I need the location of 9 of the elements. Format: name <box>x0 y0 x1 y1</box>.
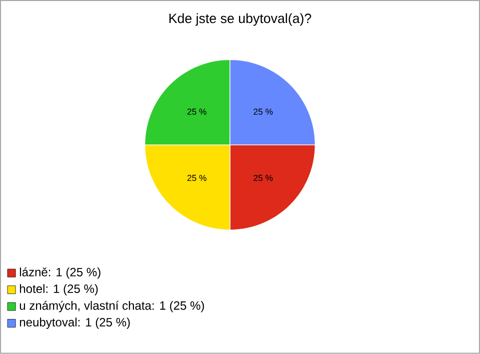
chart-title: Kde jste se ubytoval(a)? <box>169 13 312 26</box>
legend-label: hotel: 1 (25 %) <box>20 284 98 296</box>
data-label: 25 % <box>187 108 206 115</box>
data-label: 25 % <box>187 174 206 182</box>
legend-label: u známých, vlastní chata: 1 (25 %) <box>20 300 204 312</box>
data-label: 25 % <box>254 108 273 115</box>
legend-label: neubytoval: 1 (25 %) <box>20 318 130 329</box>
data-label: 25 % <box>254 174 273 182</box>
legend-label: lázně: 1 (25 %) <box>20 268 100 279</box>
